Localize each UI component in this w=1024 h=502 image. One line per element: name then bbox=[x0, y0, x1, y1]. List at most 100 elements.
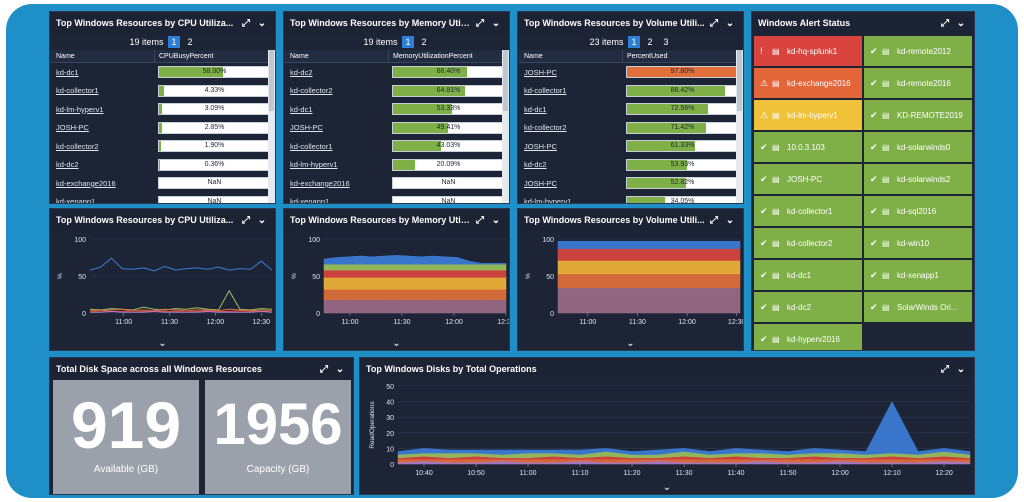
cpu-line-chart[interactable]: 100 50 0 11:00 11:30 12:00 12:30% bbox=[50, 231, 276, 343]
chevron-down-icon[interactable]: ⌄ bbox=[491, 214, 501, 226]
name-column-header[interactable]: Name bbox=[524, 52, 543, 60]
resource-link[interactable]: kd-dc2 bbox=[290, 67, 313, 77]
resource-link[interactable]: JOSH-PC bbox=[290, 123, 323, 133]
table-row[interactable]: kd-lm-hyperv1 3.09% bbox=[50, 100, 275, 119]
alert-cell[interactable]: ⚠ ▤ kd-exchange2016 bbox=[754, 68, 862, 98]
resource-link[interactable]: kd-lm-hyperv1 bbox=[290, 160, 338, 170]
table-row[interactable]: JOSH-PC 49.41% bbox=[284, 119, 509, 138]
chevron-down-icon[interactable]: ⌄ bbox=[662, 482, 672, 493]
expand-icon[interactable]: ⤢ bbox=[941, 363, 949, 375]
alert-cell[interactable]: ✔ ▤ kd-remote2016 bbox=[864, 68, 972, 98]
table-row[interactable]: kd-collector1 43.03% bbox=[284, 137, 509, 156]
chevron-down-icon[interactable]: ⌄ bbox=[158, 338, 167, 349]
resource-link[interactable]: kd-dc1 bbox=[524, 104, 547, 114]
table-row[interactable]: JOSH-PC 61.33% bbox=[518, 137, 743, 156]
scrollbar[interactable] bbox=[268, 50, 275, 203]
alert-cell[interactable]: ✔ ▤ 10.0.3.103 bbox=[754, 132, 862, 162]
value-column-header[interactable]: MemoryUtilizationPercent bbox=[388, 50, 509, 62]
capacity-tile[interactable]: 1956 Capacity (GB) bbox=[205, 380, 351, 494]
expand-icon[interactable]: ⤢ bbox=[941, 17, 949, 29]
resource-link[interactable]: kd-dc2 bbox=[524, 160, 547, 170]
alert-cell[interactable]: ✔ ▤ kd-xenapp1 bbox=[864, 260, 972, 290]
table-row[interactable]: kd-dc2 66.40% bbox=[284, 63, 509, 82]
scrollbar[interactable] bbox=[736, 50, 743, 203]
table-row[interactable]: kd-dc1 72.56% bbox=[518, 100, 743, 119]
table-row[interactable]: JOSH-PC 52.82% bbox=[518, 174, 743, 193]
alert-cell[interactable]: ✔ ▤ KD-REMOTE2019 bbox=[864, 100, 972, 130]
resource-link[interactable]: kd-collector1 bbox=[524, 86, 567, 96]
resource-link[interactable]: kd-exchange2016 bbox=[290, 178, 350, 188]
expand-icon[interactable]: ⤢ bbox=[320, 363, 328, 375]
memory-area-chart[interactable]: 100 50 0 11:00 11:30 12:00 12:30% bbox=[284, 231, 510, 343]
table-row[interactable]: kd-lm-hyperv1 20.09% bbox=[284, 156, 509, 175]
page-3-button[interactable]: 3 bbox=[663, 37, 669, 47]
name-column-header[interactable]: Name bbox=[290, 52, 309, 60]
table-row[interactable]: kd-collector2 64.81% bbox=[284, 82, 509, 101]
resource-link[interactable]: kd-lm-hyperv1 bbox=[56, 104, 104, 114]
expand-icon[interactable]: ⤢ bbox=[476, 214, 484, 226]
alert-cell[interactable]: ✔ ▤ kd-collector2 bbox=[754, 228, 862, 258]
volume-area-chart[interactable]: 100 50 0 11:00 11:30 12:00 12:30% bbox=[518, 231, 744, 343]
available-tile[interactable]: 919 Available (GB) bbox=[53, 380, 199, 494]
resource-link[interactable]: kd-collector2 bbox=[56, 141, 99, 151]
disk-ops-area-chart[interactable]: 50 40 30 20 10 0 10:40 10:50 11:00 11:10 11:20 11:3… bbox=[360, 380, 975, 488]
alert-cell[interactable]: ✔ ▤ kd-solarwinds2 bbox=[864, 164, 972, 194]
chevron-down-icon[interactable]: ⌄ bbox=[257, 17, 267, 29]
resource-link[interactable]: JOSH-PC bbox=[56, 123, 89, 133]
resource-link[interactable]: kd-xenapp1 bbox=[56, 197, 96, 204]
table-row[interactable]: kd-dc1 53.33% bbox=[284, 100, 509, 119]
chevron-down-icon[interactable]: ⌄ bbox=[956, 363, 966, 375]
table-row[interactable]: JOSH-PC 97.80% bbox=[518, 63, 743, 82]
page-2-button[interactable]: 2 bbox=[187, 37, 193, 47]
page-2-button[interactable]: 2 bbox=[647, 37, 653, 47]
resource-link[interactable]: kd-collector1 bbox=[56, 86, 99, 96]
table-row[interactable]: kd-dc2 0.36% bbox=[50, 156, 275, 175]
alert-cell[interactable]: ✔ ▤ SolarWinds Ori... bbox=[864, 292, 972, 322]
expand-icon[interactable]: ⤢ bbox=[710, 214, 718, 226]
table-row[interactable]: JOSH-PC 2.85% bbox=[50, 119, 275, 138]
page-1-button[interactable]: 1 bbox=[168, 36, 180, 48]
resource-link[interactable]: JOSH-PC bbox=[524, 67, 557, 77]
alert-cell[interactable]: ✔ ▤ kd-hyperv2016 bbox=[754, 324, 862, 350]
chevron-down-icon[interactable]: ⌄ bbox=[725, 17, 735, 29]
chevron-down-icon[interactable]: ⌄ bbox=[725, 214, 735, 226]
table-row[interactable]: kd-lm-hyperv1 34.05% bbox=[518, 193, 743, 203]
table-row[interactable]: kd-collector1 4.33% bbox=[50, 82, 275, 101]
alert-cell[interactable]: ✔ ▤ kd-remote2012 bbox=[864, 36, 972, 66]
alert-cell[interactable]: ✔ ▤ kd-collector1 bbox=[754, 196, 862, 226]
table-row[interactable]: kd-exchange2016 NaN bbox=[284, 174, 509, 193]
page-1-button[interactable]: 1 bbox=[402, 36, 414, 48]
resource-link[interactable]: JOSH-PC bbox=[524, 141, 557, 151]
table-row[interactable]: kd-xenapp1 NaN bbox=[50, 193, 275, 204]
resource-link[interactable]: kd-xenapp1 bbox=[290, 197, 330, 204]
chevron-down-icon[interactable]: ⌄ bbox=[491, 17, 501, 29]
chevron-down-icon[interactable]: ⌄ bbox=[335, 363, 345, 375]
resource-link[interactable]: kd-dc2 bbox=[56, 160, 79, 170]
page-2-button[interactable]: 2 bbox=[421, 37, 427, 47]
name-column-header[interactable]: Name bbox=[56, 52, 75, 60]
table-row[interactable]: kd-dc1 58.00% bbox=[50, 63, 275, 82]
table-row[interactable]: kd-collector2 1.90% bbox=[50, 137, 275, 156]
resource-link[interactable]: kd-collector2 bbox=[290, 86, 333, 96]
table-row[interactable]: kd-collector1 88.42% bbox=[518, 82, 743, 101]
table-row[interactable]: kd-exchange2016 NaN bbox=[50, 174, 275, 193]
alert-cell[interactable]: ✔ ▤ kd-dc2 bbox=[754, 292, 862, 322]
value-column-header[interactable]: PercentUsed bbox=[622, 50, 743, 62]
resource-link[interactable]: JOSH-PC bbox=[524, 178, 557, 188]
resource-link[interactable]: kd-dc1 bbox=[56, 67, 79, 77]
chevron-down-icon[interactable]: ⌄ bbox=[956, 17, 966, 29]
scrollbar[interactable] bbox=[502, 50, 509, 203]
alert-cell[interactable]: ✔ ▤ kd-solarwinds0 bbox=[864, 132, 972, 162]
expand-icon[interactable]: ⤢ bbox=[242, 17, 250, 29]
alert-cell[interactable]: ✔ ▤ kd-dc1 bbox=[754, 260, 862, 290]
resource-link[interactable]: kd-dc1 bbox=[290, 104, 313, 114]
resource-link[interactable]: kd-collector2 bbox=[524, 123, 567, 133]
value-column-header[interactable]: CPUBusyPercent bbox=[154, 50, 275, 62]
page-1-button[interactable]: 1 bbox=[628, 36, 640, 48]
chevron-down-icon[interactable]: ⌄ bbox=[257, 214, 267, 226]
alert-cell[interactable]: ✔ ▤ JOSH-PC bbox=[754, 164, 862, 194]
chevron-down-icon[interactable]: ⌄ bbox=[392, 338, 401, 349]
expand-icon[interactable]: ⤢ bbox=[476, 17, 484, 29]
expand-icon[interactable]: ⤢ bbox=[710, 17, 718, 29]
expand-icon[interactable]: ⤢ bbox=[242, 214, 250, 226]
